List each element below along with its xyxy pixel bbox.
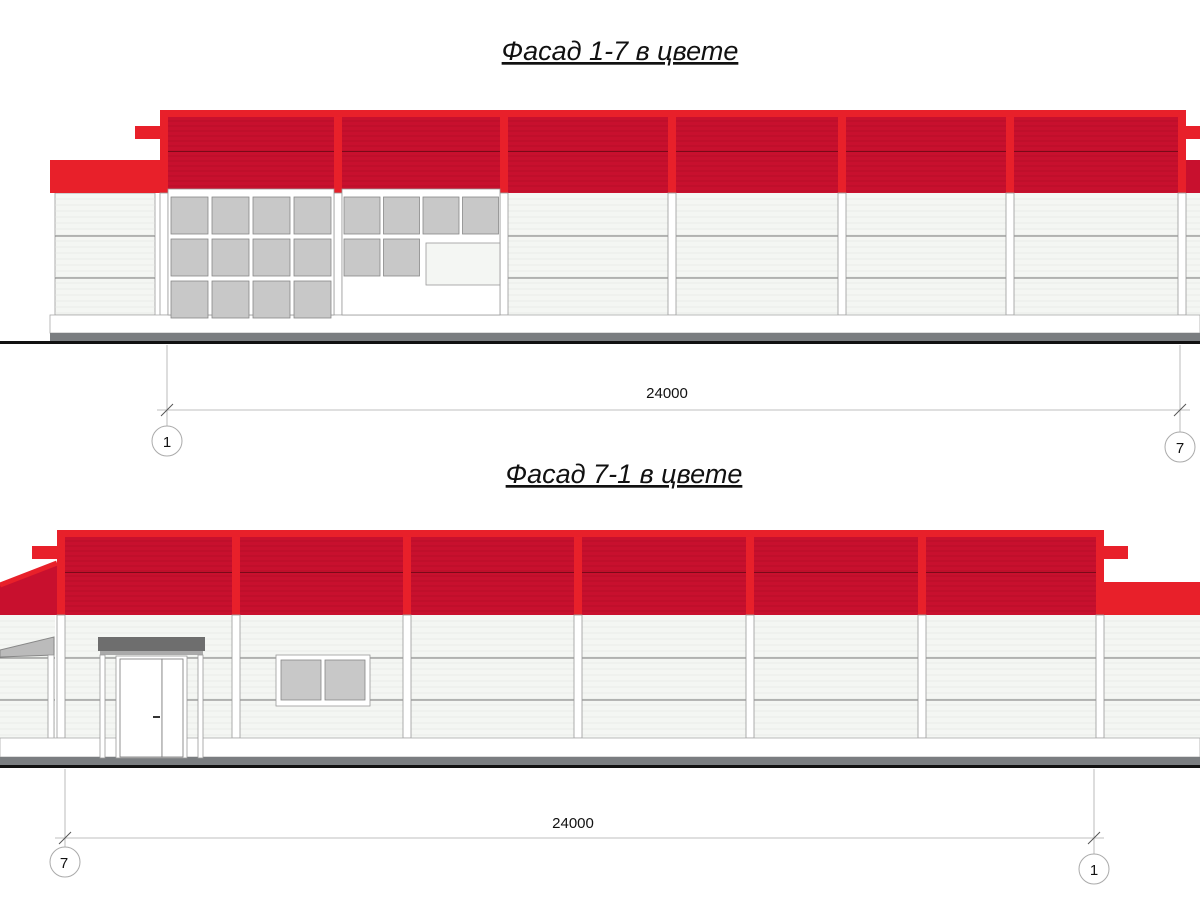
pilaster-red (574, 530, 582, 615)
window-pane (293, 238, 332, 277)
pilaster (667, 192, 677, 316)
annex-eave (1104, 582, 1200, 615)
window-pane (293, 196, 332, 235)
window-pane (252, 280, 291, 319)
window-pane (170, 238, 209, 277)
pilaster (333, 192, 343, 316)
window-pane (252, 196, 291, 235)
ground-line (0, 765, 1200, 768)
window-pane (462, 196, 499, 235)
axis-marker (151, 425, 183, 457)
pilaster-red (746, 530, 754, 615)
window-pane (383, 196, 420, 235)
facade-7-1-title: Фасад 7-1 в цвете (506, 459, 743, 489)
pilaster-red (668, 110, 676, 193)
facade-1-7-title: Фасад 1-7 в цвете (502, 36, 739, 66)
pilaster-red (500, 110, 508, 193)
eave-stub (1186, 126, 1200, 139)
annex-wall (0, 615, 55, 738)
axis-label-right: 1 (1090, 862, 1098, 879)
axis-label-left: 7 (60, 855, 68, 872)
pilaster (402, 614, 412, 739)
door-post (99, 654, 106, 759)
door-leaf (161, 658, 184, 758)
pilaster (917, 614, 927, 739)
plinth-strip (50, 333, 1200, 341)
door-leaf (119, 658, 163, 758)
eave-stub (1104, 546, 1128, 559)
pilaster (573, 614, 583, 739)
dimension-tick (1173, 403, 1187, 417)
axis-label-left: 1 (163, 434, 171, 451)
pilaster-red (1006, 110, 1014, 193)
window-pane (343, 196, 381, 235)
axis-label-right: 7 (1176, 440, 1184, 457)
pilaster-red (232, 530, 240, 615)
eave-stub (135, 126, 160, 139)
window-pane (252, 238, 291, 277)
facade-1-7-dimension: 24000 (646, 385, 688, 402)
pilaster-red (918, 530, 926, 615)
annex-sloped-roof (0, 563, 57, 615)
pilaster (231, 614, 241, 739)
door-canopy (98, 637, 205, 651)
window-pane (293, 280, 332, 319)
wall-panel (57, 615, 1200, 738)
pilaster (499, 192, 509, 316)
pilaster (56, 614, 66, 739)
ground-line (0, 341, 1200, 344)
facade-7-1 (0, 530, 1200, 885)
pilaster-red (160, 110, 168, 193)
pilaster-red (57, 530, 65, 615)
window-pane (383, 238, 420, 277)
window-pane (211, 280, 250, 319)
pilaster (1005, 192, 1015, 316)
canopy-edge (100, 651, 203, 655)
dimension-tick (58, 831, 72, 845)
window-pane (422, 196, 460, 235)
facade-7-1-dimension: 24000 (552, 815, 594, 832)
pilaster (159, 192, 169, 316)
facade-1-7 (0, 110, 1200, 463)
pilaster-red (334, 110, 342, 193)
window-pane (170, 280, 209, 319)
window-pane (343, 238, 381, 277)
window-pane (280, 659, 322, 701)
annex-eave (50, 160, 160, 193)
pilaster (1177, 192, 1187, 316)
pilaster-red (838, 110, 846, 193)
axis-marker (1078, 853, 1110, 885)
window-pane (211, 196, 250, 235)
annex-roof (1186, 160, 1200, 193)
axis-marker (1164, 431, 1196, 463)
axis-marker (49, 846, 81, 878)
door-post (197, 654, 204, 759)
dimension-tick (160, 403, 174, 417)
window-pane (170, 196, 209, 235)
window-pane (324, 659, 366, 701)
plinth-strip (0, 757, 1200, 765)
pilaster-red (1178, 110, 1186, 193)
annex-roof-edge (0, 560, 58, 588)
pilaster (1095, 614, 1105, 739)
window-pane (211, 238, 250, 277)
pilaster (745, 614, 755, 739)
pilaster-red (403, 530, 411, 615)
annex-wall (54, 192, 156, 316)
pilaster (837, 192, 847, 316)
pilaster-red (1096, 530, 1104, 615)
infill-panel (425, 242, 501, 286)
eave-stub (32, 546, 57, 559)
dimension-tick (1087, 831, 1101, 845)
